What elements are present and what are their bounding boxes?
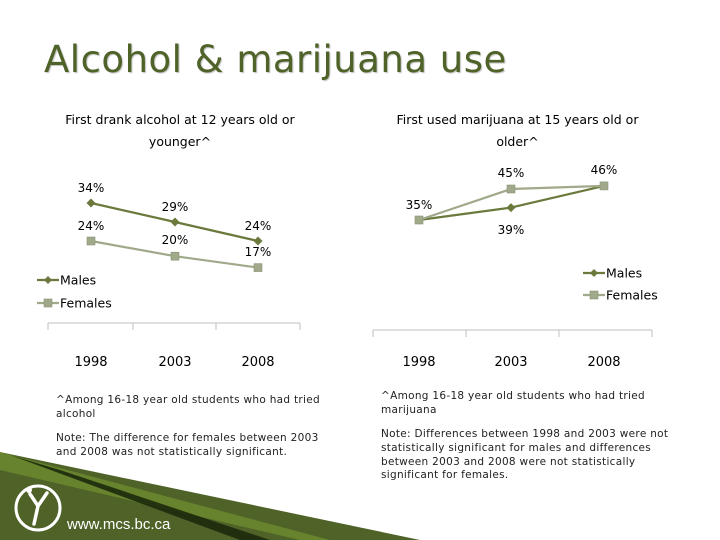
data-label-marijuana-females-2003: 45%: [498, 166, 525, 180]
footer-url[interactable]: www.mcs.bc.ca: [67, 516, 171, 533]
significance-note-alcohol: Note: The difference for females between…: [56, 432, 319, 458]
slide-title: Alcohol & marijuana use: [44, 38, 507, 81]
data-label-alcohol-females-2008: 17%: [245, 245, 272, 259]
data-label-alcohol-females-1998: 24%: [78, 219, 105, 233]
x-tick-label-alcohol-2008: 2008: [241, 355, 274, 370]
x-tick-label-marijuana-1998: 1998: [402, 355, 435, 370]
point-marijuana-females-1998: [414, 215, 424, 225]
data-label-alcohol-females-2003: 20%: [162, 233, 189, 247]
note-alcohol: ^Among 16-18 year old students who had t…: [56, 394, 321, 471]
data-label-marijuana-males-2003: 39%: [498, 223, 525, 237]
data-label-alcohol-males-1998: 34%: [78, 181, 105, 195]
point-alcohol-females-2008: [253, 263, 263, 272]
legend-marker-marijuana-males: [590, 269, 598, 277]
data-label-marijuana-males-2008: 46%: [591, 163, 618, 177]
legend-marker-marijuana-females: [589, 290, 599, 300]
legend-label-marijuana-females: Females: [606, 288, 658, 303]
significance-note-marijuana: Note: Differences between 1998 and 2003 …: [381, 428, 669, 482]
point-alcohol-males-2003: [170, 217, 180, 227]
x-tick-label-alcohol-1998: 1998: [74, 355, 107, 370]
point-marijuana-females-2008: [599, 181, 609, 191]
x-tick-label-marijuana-2003: 2003: [494, 355, 527, 370]
footnote-marijuana: ^Among 16-18 year old students who had t…: [381, 390, 645, 416]
point-alcohol-males-2008: [253, 236, 263, 246]
data-label-alcohol-males-2003: 29%: [162, 200, 189, 214]
footnote-alcohol: ^Among 16-18 year old students who had t…: [56, 394, 320, 420]
note-marijuana: ^Among 16-18 year old students who had t…: [381, 390, 676, 494]
x-tick-label-alcohol-2003: 2003: [158, 355, 191, 370]
point-alcohol-males-1998: [86, 198, 96, 208]
point-marijuana-females-2003: [506, 184, 516, 194]
data-label-alcohol-males-2008: 24%: [245, 219, 272, 233]
legend-label-marijuana-males: Males: [606, 266, 642, 281]
chart-title-alcohol: First drank alcohol at 12 years old or y…: [65, 112, 295, 149]
legend-marker-alcohol-females: [43, 298, 53, 308]
x-tick-label-marijuana-2008: 2008: [587, 355, 620, 370]
chart-title-marijuana: First used marijuana at 15 years old or …: [396, 112, 639, 149]
legend-label-alcohol-males: Males: [60, 273, 96, 288]
data-label-marijuana-males-1998: 35%: [406, 198, 433, 212]
point-marijuana-males-2003: [506, 203, 516, 213]
legend-marker-alcohol-males: [44, 276, 52, 284]
legend-label-alcohol-females: Females: [60, 296, 112, 311]
point-alcohol-females-2003: [170, 251, 180, 261]
point-alcohol-females-1998: [86, 236, 96, 246]
